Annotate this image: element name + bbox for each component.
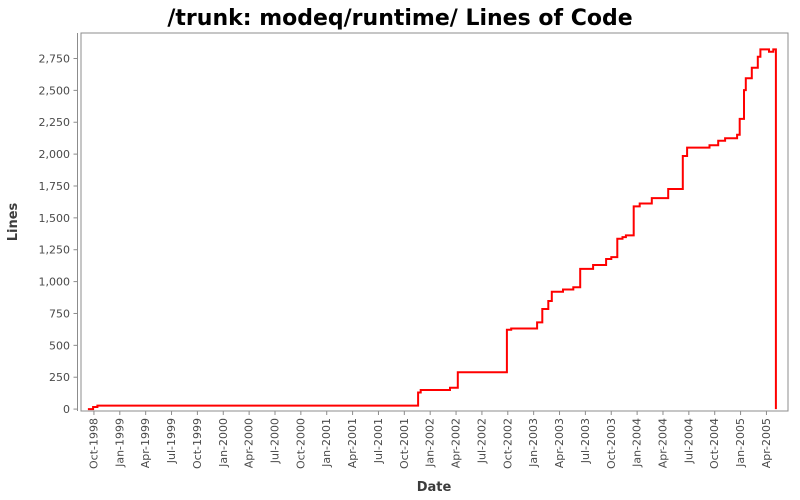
x-tick-label: Oct-2002 [501,418,514,469]
x-tick-label: Apr-2003 [553,418,566,468]
x-axis-label: Date [417,480,452,495]
x-tick-label: Jan-2001 [320,418,333,468]
loc-series-path [87,48,777,411]
x-tick-label: Apr-1999 [139,418,152,468]
x-tick-label: Apr-2000 [243,418,256,468]
x-tick-label: Apr-2002 [450,418,463,468]
x-tick-label: Jul-2003 [579,418,592,464]
x-tick-label: Jan-1999 [113,418,126,468]
y-tick-label: 1,500 [39,212,71,225]
y-tick-label: 2,000 [39,148,71,161]
series-lines-of-code [87,48,777,411]
chart-title: /trunk: modeq/runtime/ Lines of Code [167,6,632,31]
x-tick-label: Apr-2005 [760,418,773,468]
plot-border [80,32,789,412]
x-tick-label: Jan-2000 [217,418,230,468]
x-tick-label: Jan-2003 [527,418,540,468]
y-tick-label: 250 [49,371,70,384]
y-tick-label: 2,250 [39,116,71,129]
x-tick-label: Apr-2001 [346,418,359,468]
y-tick-label: 2,750 [39,52,71,65]
x-tick-label: Oct-2003 [605,418,618,469]
y-axis-label: Lines [6,202,21,241]
x-tick-label: Oct-1998 [87,418,100,469]
y-tick-label: 1,750 [39,180,71,193]
y-tick-label: 1,250 [39,244,71,257]
x-tick-label: Jan-2005 [734,418,747,468]
y-tick-label: 1,000 [39,276,71,289]
x-tick-label: Jan-2002 [424,418,437,468]
y-tick-label: 750 [49,307,70,320]
x-tick-label: Jan-2004 [631,418,644,468]
x-tick-label: Oct-2004 [708,418,721,469]
x-tick-label: Jul-2001 [372,418,385,464]
x-tick-label: Oct-2000 [294,418,307,469]
y-tick-label: 0 [63,403,70,416]
x-tick-label: Jul-1999 [165,418,178,464]
x-tick-label: Jul-2000 [268,418,281,464]
x-tick-label: Oct-2001 [398,418,411,469]
axes: 0 250 500 750 1,000 1,250 1,500 1,750 2,000 2,250… [39,33,773,469]
x-tick-label: Oct-1999 [191,418,204,469]
y-tick-label: 2,500 [39,84,71,97]
y-tick-label: 500 [49,339,70,352]
x-tick-label: Jul-2004 [682,418,695,464]
x-tick-label: Apr-2004 [656,418,669,468]
x-tick-label: Jul-2002 [475,418,488,464]
